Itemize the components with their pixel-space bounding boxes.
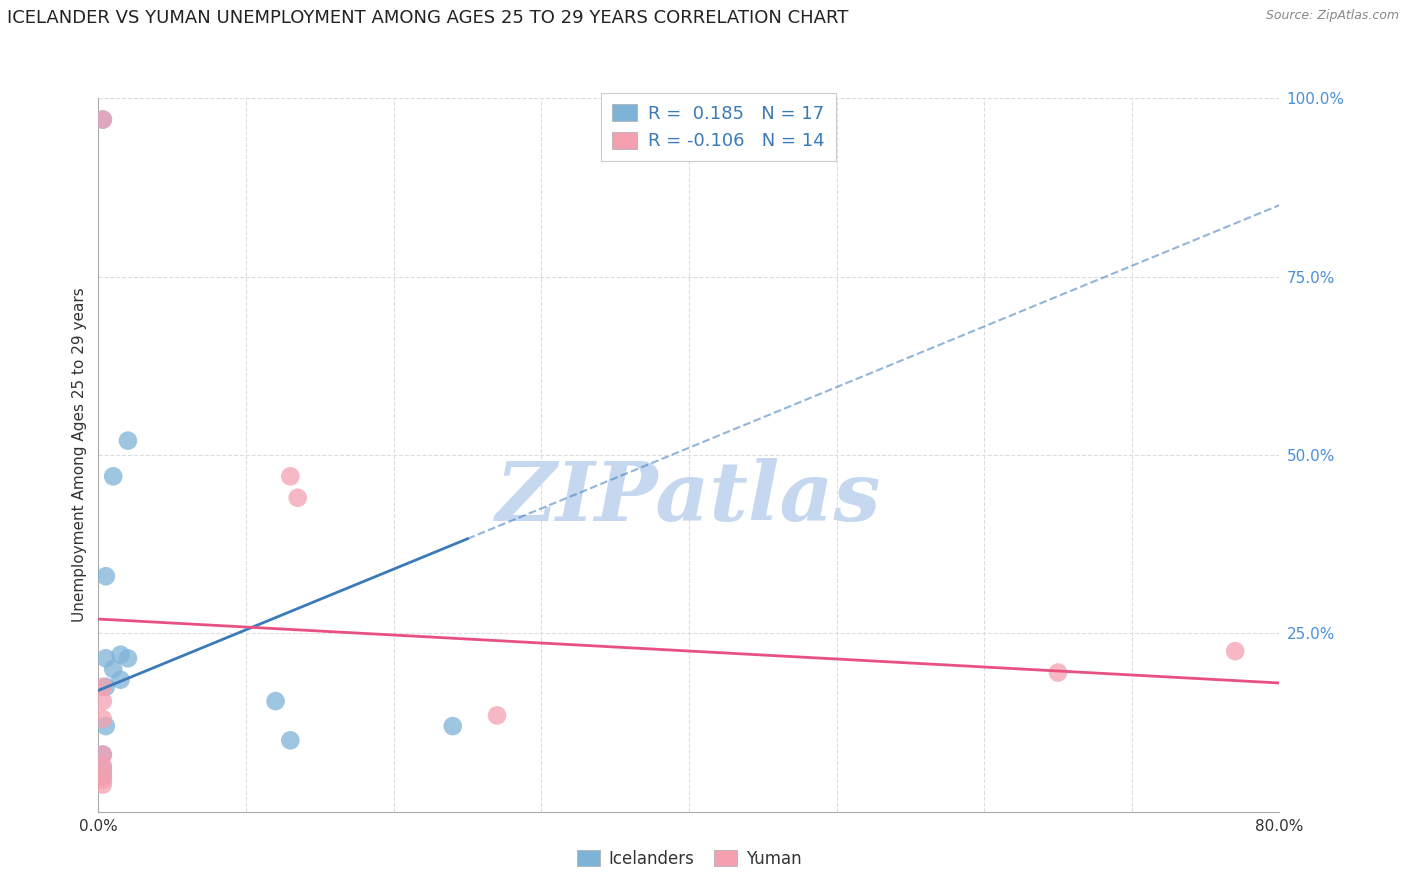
Point xyxy=(91,758,114,772)
Point xyxy=(94,680,117,694)
Point xyxy=(486,708,509,723)
Point xyxy=(91,762,114,776)
Point xyxy=(91,772,114,787)
Point xyxy=(94,569,117,583)
Point xyxy=(110,673,132,687)
Text: ZIPatlas: ZIPatlas xyxy=(496,458,882,538)
Point xyxy=(91,747,114,762)
Legend: Icelanders, Yuman: Icelanders, Yuman xyxy=(569,844,808,875)
Point xyxy=(91,112,114,127)
Point xyxy=(91,712,114,726)
Point xyxy=(1046,665,1069,680)
Y-axis label: Unemployment Among Ages 25 to 29 years: Unemployment Among Ages 25 to 29 years xyxy=(72,287,87,623)
Point xyxy=(1223,644,1246,658)
Point xyxy=(441,719,464,733)
Point xyxy=(110,648,132,662)
Text: Source: ZipAtlas.com: Source: ZipAtlas.com xyxy=(1265,9,1399,22)
Point xyxy=(91,680,114,694)
Point xyxy=(278,733,302,747)
Point xyxy=(278,469,302,483)
Point xyxy=(91,765,114,780)
Text: ICELANDER VS YUMAN UNEMPLOYMENT AMONG AGES 25 TO 29 YEARS CORRELATION CHART: ICELANDER VS YUMAN UNEMPLOYMENT AMONG AG… xyxy=(7,9,848,27)
Point xyxy=(103,469,125,483)
Point xyxy=(264,694,287,708)
Point xyxy=(117,434,139,448)
Point xyxy=(91,694,114,708)
Point xyxy=(94,651,117,665)
Point xyxy=(94,719,117,733)
Point xyxy=(91,778,114,792)
Point xyxy=(91,769,114,783)
Point xyxy=(91,112,114,127)
Point xyxy=(287,491,309,505)
Point xyxy=(103,662,125,676)
Point xyxy=(117,651,139,665)
Point xyxy=(91,747,114,762)
